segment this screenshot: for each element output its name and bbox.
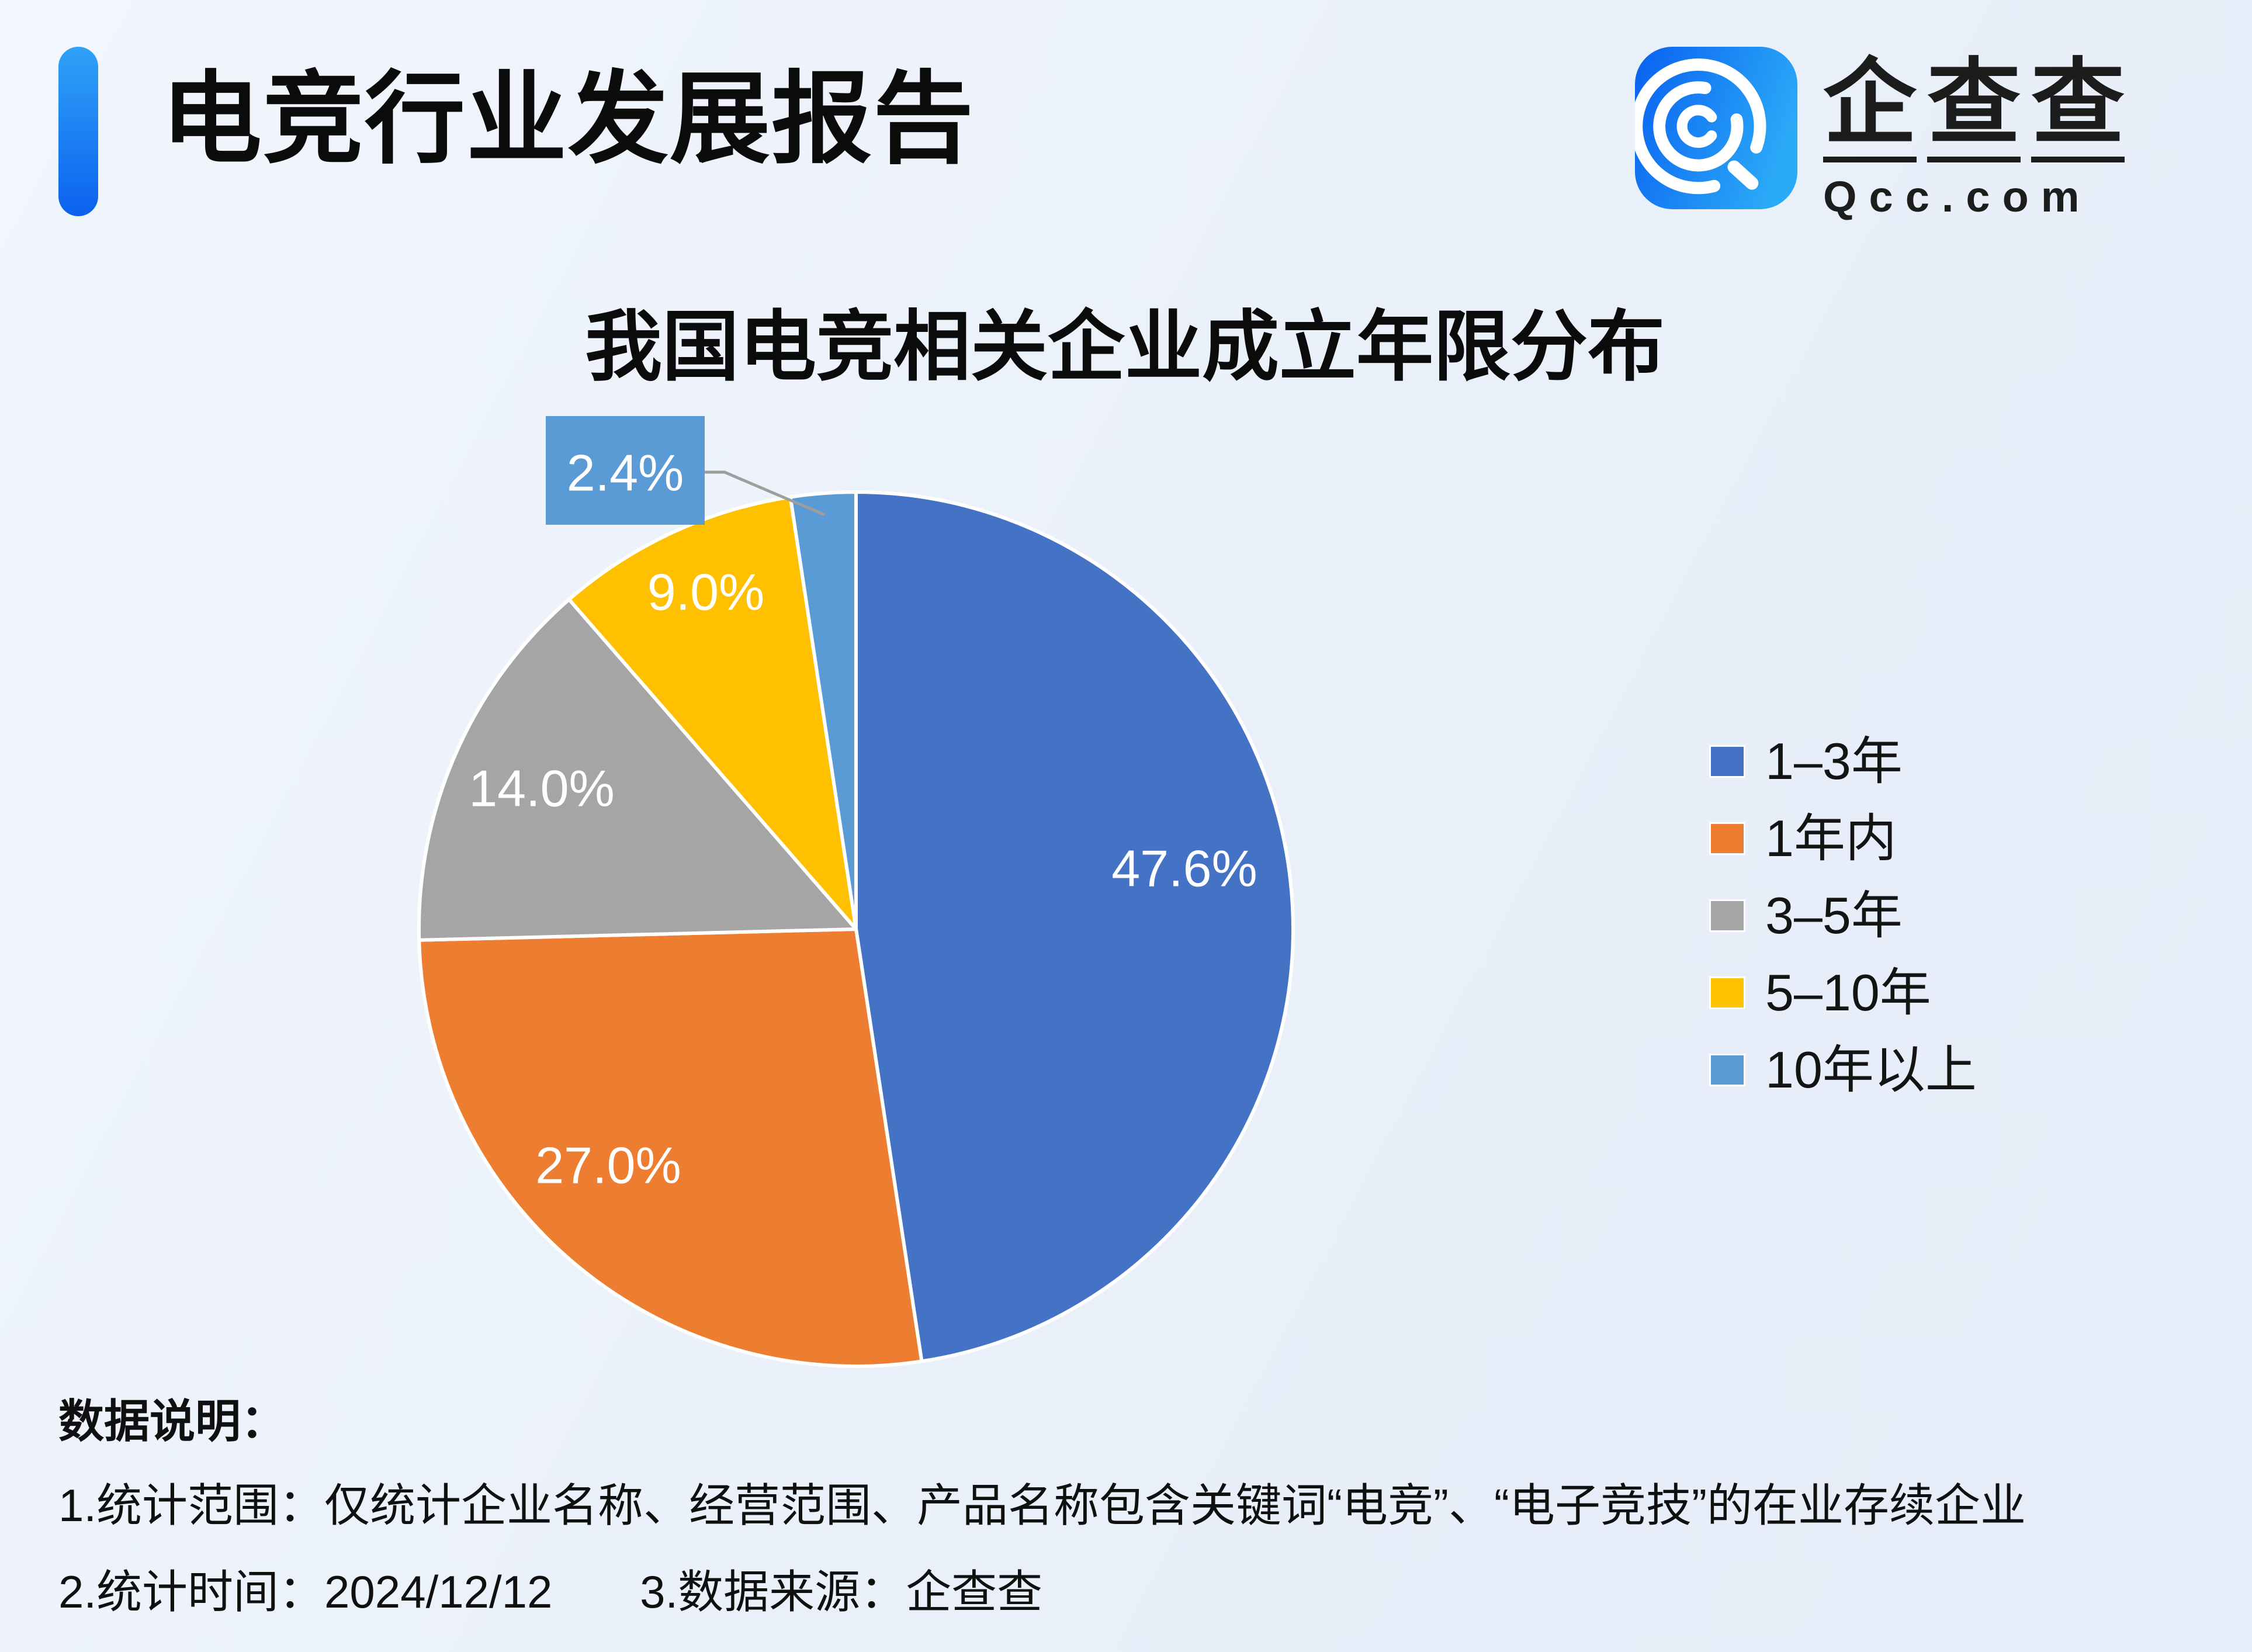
logo-middle-arc [1653,81,1744,172]
legend-item-3: 3–5年 [1709,890,1977,941]
brand-char: 查 [2031,56,2125,162]
legend-label-5: 10年以上 [1765,1041,1977,1099]
callout-leader-line [705,470,825,517]
pie-label-3: 14.0% [469,760,615,818]
qcc-logo-icon [1635,47,1797,209]
brand-text: 企查查 Qcc.com [1823,47,2125,219]
chart-legend: 1–3年 1年内 3–5年 5–10年 10年以上 [1709,736,1977,1129]
legend-label-3: 3–5年 [1765,886,1903,944]
callout-label-box [546,416,705,525]
footnote-heading: 数据说明： [58,1395,287,1447]
brand-char: 查 [1927,56,2021,162]
pie-label-2: 27.0% [535,1137,681,1194]
legend-item-4: 5–10年 [1709,967,1977,1019]
legend-swatch-2 [1709,822,1745,855]
title-accent-bar [58,47,98,216]
pie-slice-5 [788,490,858,931]
pie-slice-4 [567,495,858,931]
legend-swatch-1 [1709,745,1745,778]
pie-slice-1 [854,490,1295,1363]
logo-inner-c [1676,105,1717,148]
pie-label-callout: 2.4% [567,444,684,502]
legend-item-1: 1–3年 [1709,736,1977,787]
legend-swatch-3 [1709,899,1745,932]
footnote-date: 2.统计时间：2024/12/12 [58,1566,553,1618]
page-title: 电竞行业发展报告 [161,63,975,175]
footnote-source: 3.数据来源：企查查 [640,1566,1043,1618]
legend-label-2: 1年内 [1765,809,1897,867]
logo-tile [1635,47,1797,209]
pie-label-1: 47.6% [1111,840,1257,898]
pie-slice-2 [417,927,924,1368]
chart-title: 我国电竞相关企业成立年限分布 [585,304,1665,390]
legend-label-4: 5–10年 [1765,964,1931,1021]
legend-item-5: 10年以上 [1709,1044,1977,1096]
brand-name: 企查查 [1823,56,2125,162]
pie-slice-3 [417,597,858,942]
legend-item-2: 1年内 [1709,813,1977,864]
brand-domain: Qcc.com [1823,172,2092,221]
brand-char: 企 [1823,56,1917,162]
legend-label-1: 1–3年 [1765,732,1903,790]
brand-logo: 企查查 Qcc.com [1635,47,2125,219]
logo-outer-arc [1635,58,1766,195]
logo-q-tail [1727,160,1759,190]
footnote-line2: 2.统计时间：2024/12/12 3.数据来源：企查查 [58,1566,1042,1619]
legend-swatch-5 [1709,1054,1745,1086]
footnote-scope: 1.统计范围：仅统计企业名称、经营范围、产品名称包含关键词“电竞”、“电子竞技”… [58,1480,2026,1531]
pie-label-4: 9.0% [647,563,765,621]
legend-swatch-4 [1709,976,1745,1009]
